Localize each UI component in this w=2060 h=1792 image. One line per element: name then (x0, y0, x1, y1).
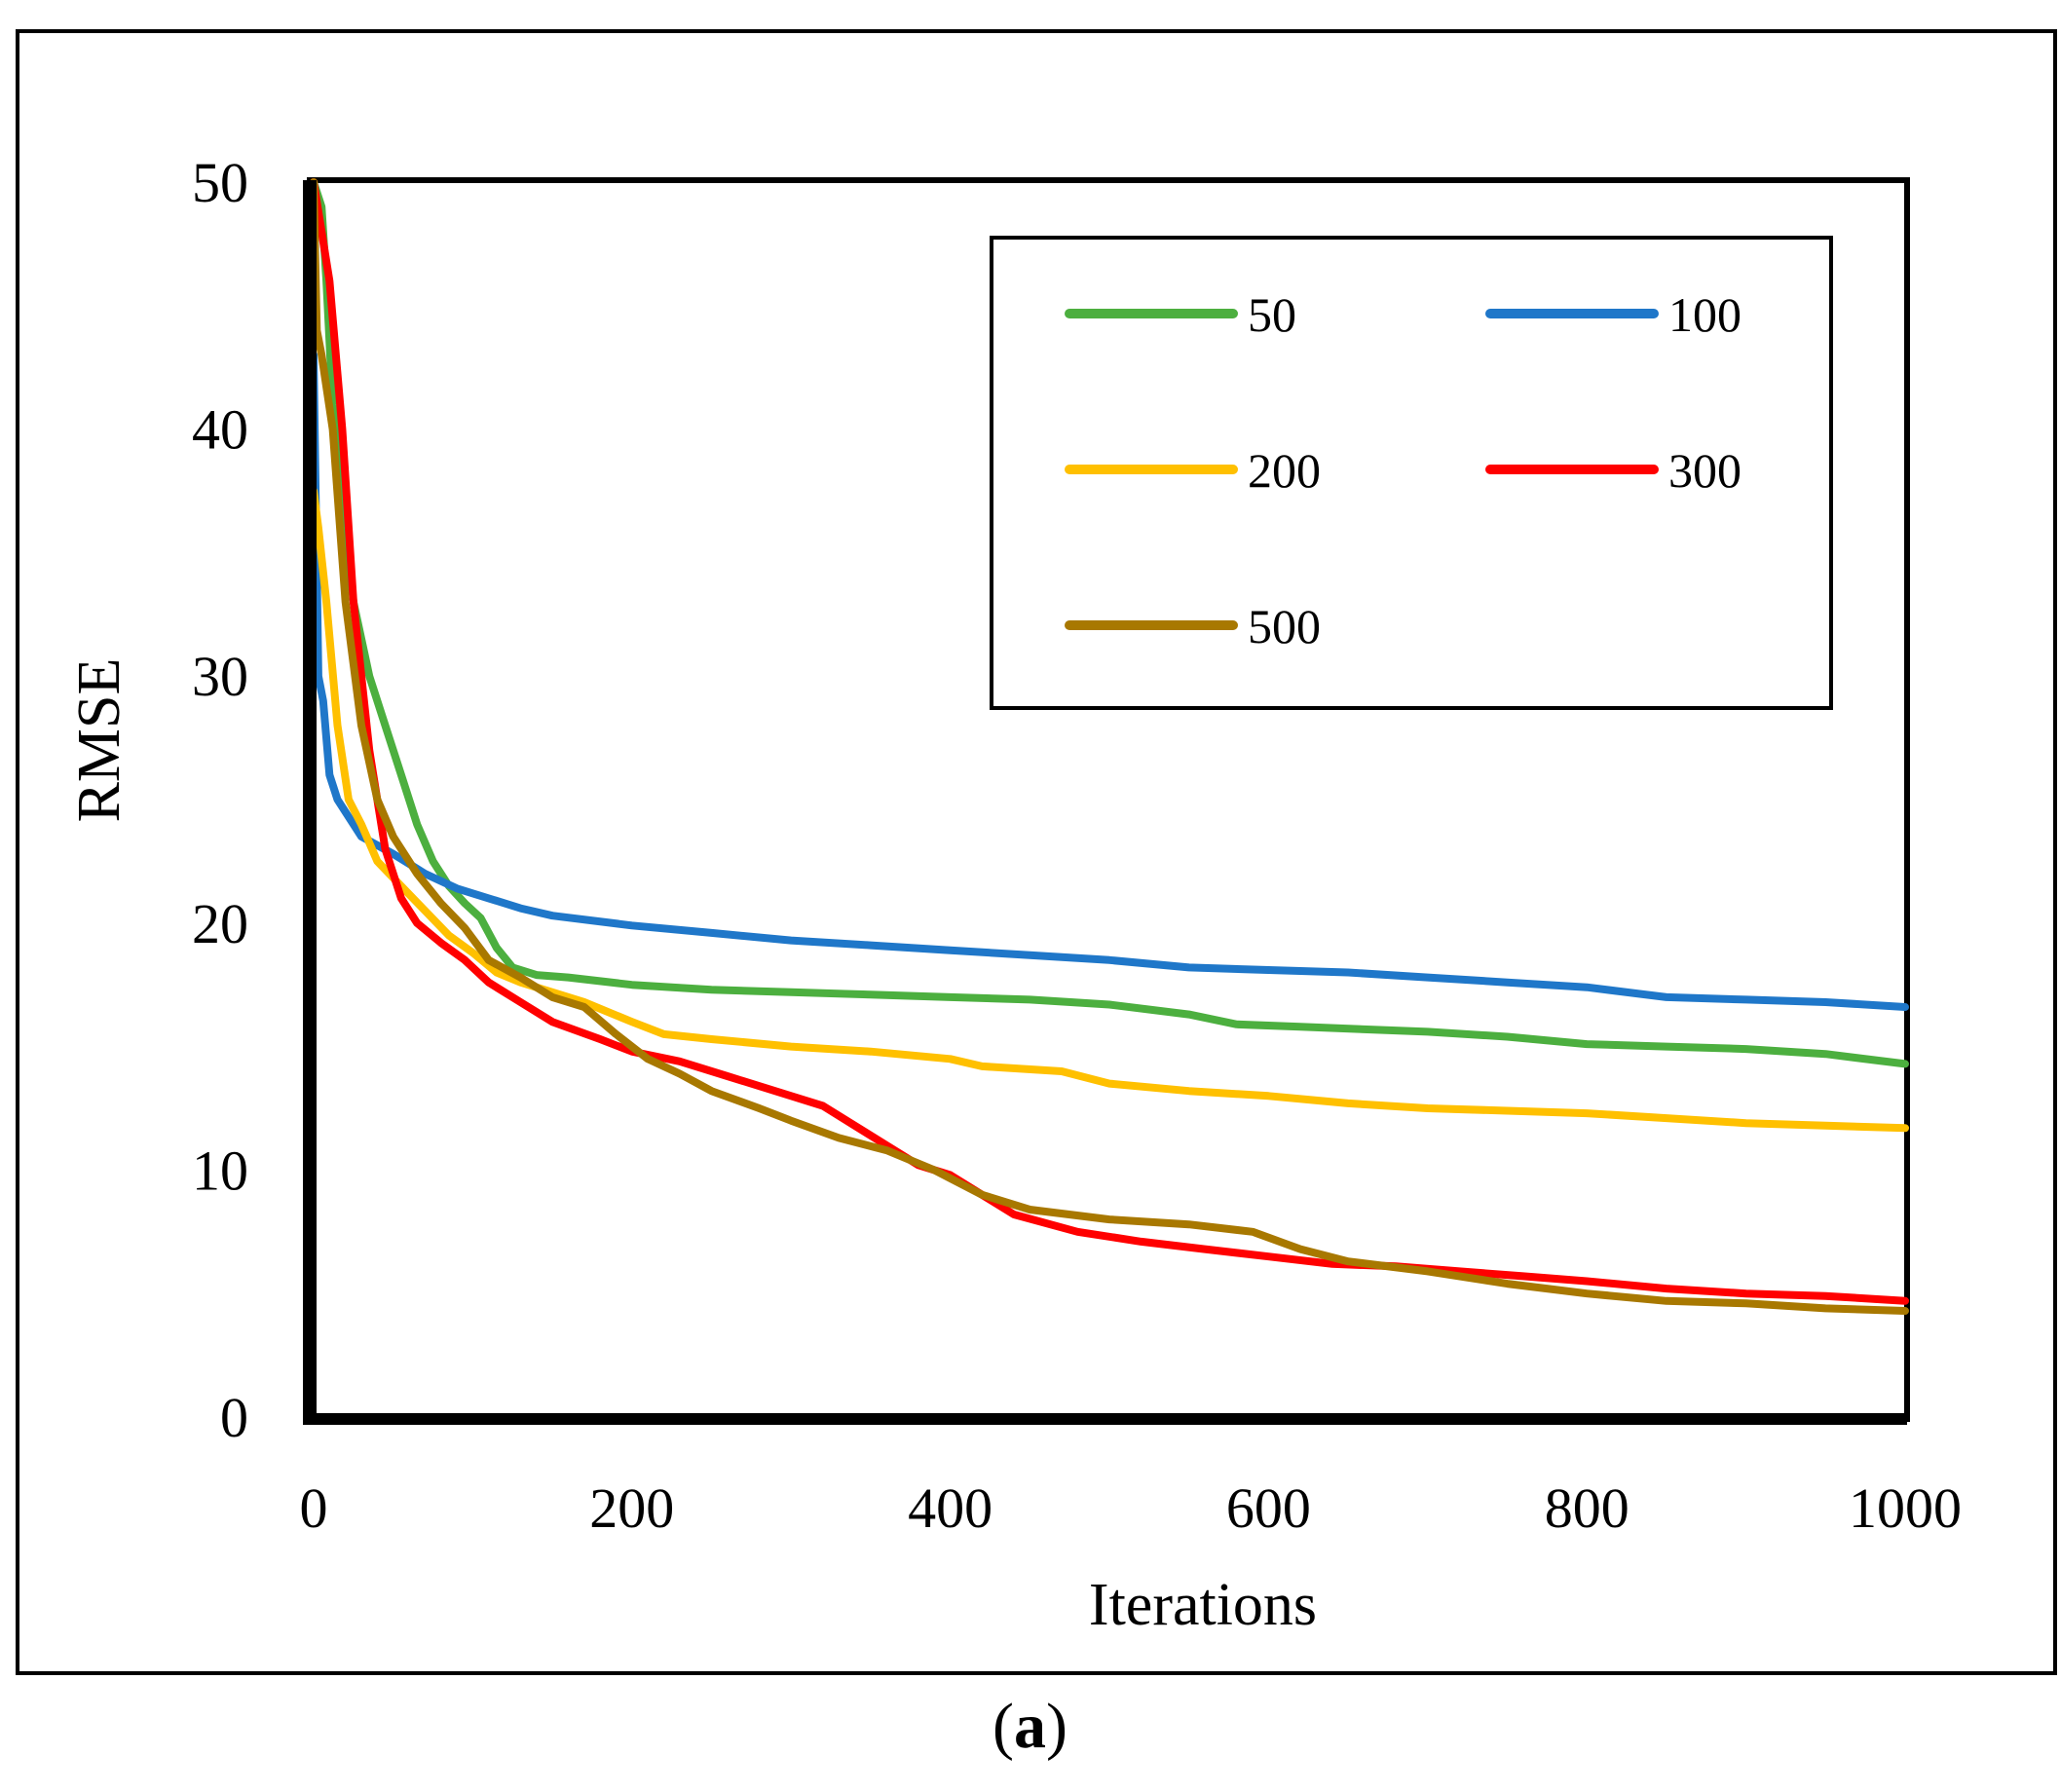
x-tick-label-1000: 1000 (1849, 1476, 1962, 1540)
y-tick-label-40: 40 (192, 398, 248, 462)
y-tick-label-30: 30 (192, 645, 248, 708)
x-tick-label-800: 800 (1545, 1476, 1629, 1540)
series-line-100 (310, 351, 1909, 1011)
caption-open: ( (993, 1691, 1014, 1762)
caption-close: ) (1046, 1691, 1067, 1762)
legend-label-100: 100 (1668, 287, 1742, 342)
y-tick-label-20: 20 (192, 892, 248, 955)
legend: 50 100 200 300 500 (990, 236, 1833, 710)
y-tick-label-50: 50 (192, 151, 248, 214)
caption-letter: a (1014, 1691, 1046, 1762)
legend-label-500: 500 (1248, 599, 1321, 653)
figure-caption: (a) (0, 1690, 2060, 1764)
y-axis-title: RMSE (66, 658, 132, 823)
x-tick-label-200: 200 (589, 1476, 674, 1540)
y-tick-label-0: 0 (220, 1386, 248, 1449)
x-tick-label-400: 400 (908, 1476, 993, 1540)
y-ticks: 0 10 20 30 40 50 (192, 151, 248, 1449)
x-ticks: 0 200 400 600 800 1000 (300, 1476, 1963, 1540)
x-tick-label-600: 600 (1226, 1476, 1311, 1540)
legend-label-50: 50 (1248, 287, 1296, 342)
x-tick-label-0: 0 (300, 1476, 328, 1540)
outer-frame (16, 29, 2057, 1675)
legend-label-300: 300 (1668, 443, 1742, 498)
series-line-500 (310, 178, 1909, 1315)
legend-label-200: 200 (1248, 443, 1321, 498)
series-layer (310, 178, 1909, 1315)
x-axis-title: Iterations (1089, 1572, 1317, 1638)
series-line-200 (310, 487, 1909, 1133)
y-tick-label-10: 10 (192, 1139, 248, 1202)
series-line-50 (310, 178, 1909, 1068)
